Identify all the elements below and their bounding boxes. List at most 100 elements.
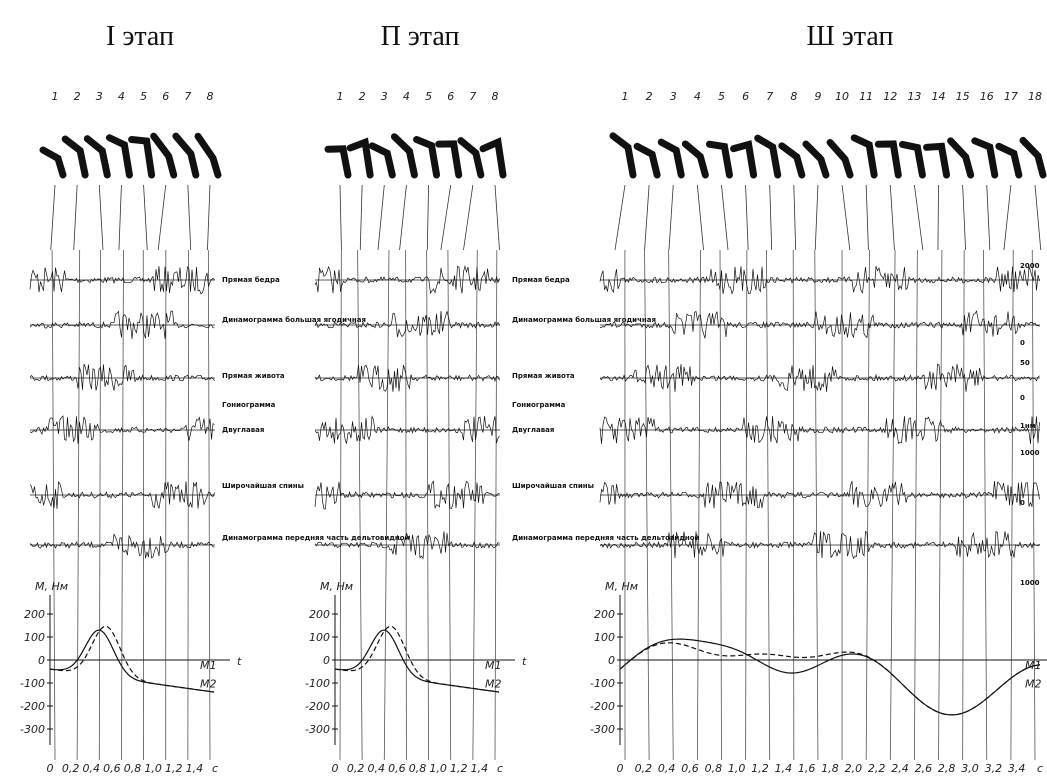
x-tick-label: 0 (617, 762, 624, 775)
silhouette (61, 135, 89, 179)
trace-label: Прямая бедра (512, 276, 570, 284)
time-line (339, 249, 342, 761)
x-tick-label: 0,4 (368, 762, 386, 775)
silhouette (83, 135, 111, 179)
time-line (914, 249, 918, 761)
phase-number: 16 (980, 90, 994, 103)
time-line (98, 249, 102, 761)
curve-label: M1 (485, 659, 502, 672)
y-tick-label: -300 (20, 723, 45, 736)
trace-label: Динамограмма передняя часть дельтовидной (222, 534, 410, 542)
trace-label: Широчайшая спины (222, 482, 304, 490)
x-tick-label: 1,0 (144, 762, 162, 775)
x-tick-label: 3,2 (985, 762, 1003, 775)
time-line (447, 249, 452, 761)
phase-number: 6 (742, 90, 749, 103)
emg-trace (599, 415, 1040, 445)
time-line (494, 249, 498, 761)
silhouette (390, 133, 418, 179)
phase-line (937, 184, 939, 251)
time-line (766, 249, 771, 761)
silhouette (754, 134, 782, 179)
phase-number: 8 (492, 90, 499, 103)
x-tick-label: 3,4 (1008, 762, 1026, 775)
silhouette (705, 140, 733, 179)
x-tick-label: c (1037, 762, 1043, 775)
x-tick-label: 3,0 (961, 762, 979, 775)
emg-trace (599, 310, 1040, 339)
phase-number: 14 (932, 90, 946, 103)
phase-number: 4 (403, 90, 410, 103)
phase-line (914, 184, 924, 251)
silhouette (947, 137, 975, 179)
emg-trace (29, 363, 215, 391)
phase-line (187, 184, 192, 251)
trace-label: Прямая живота (222, 372, 285, 380)
moment-curve (619, 638, 1041, 716)
curve-label: M2 (1025, 678, 1042, 691)
scale-label: 0 (1020, 394, 1025, 402)
phase-line (668, 184, 674, 251)
phase-line (399, 184, 407, 251)
x-tick-label: 1,4 (775, 762, 793, 775)
time-line (383, 249, 390, 761)
phase-number: 5 (718, 90, 725, 103)
stage-title: Ш этап (807, 21, 894, 52)
emg-trace (29, 265, 215, 295)
x-tick-label: 1,2 (450, 762, 468, 775)
phase-number: 4 (118, 90, 125, 103)
time-line (207, 249, 211, 761)
x-tick-label: 1,6 (798, 762, 816, 775)
emg-trace (314, 531, 500, 560)
silhouette (995, 142, 1023, 179)
y-tick-label: 100 (594, 631, 615, 644)
trace-label: Широчайшая спины (512, 482, 594, 490)
x-tick-label: c (497, 762, 503, 775)
curve-label: M1 (200, 659, 217, 672)
x-tick-label: 2,0 (845, 762, 863, 775)
y-tick-label: 100 (24, 631, 45, 644)
silhouette (172, 132, 200, 179)
x-tick-label: 0,2 (347, 762, 365, 775)
time-line (357, 249, 363, 761)
silhouette (105, 134, 133, 179)
phase-number: 17 (1004, 90, 1018, 103)
phase-line (50, 184, 56, 251)
y-tick-label: -300 (590, 723, 615, 736)
phase-line (1003, 184, 1012, 251)
phase-number: 12 (883, 90, 897, 103)
phase-line (962, 184, 966, 251)
silhouette (850, 134, 878, 179)
x-tick-label: 1,2 (165, 762, 183, 775)
phase-number: 15 (956, 90, 970, 103)
y-axis-label: M, Нм (35, 580, 68, 593)
x-tick-label: 1,4 (186, 762, 204, 775)
phase-number: 8 (207, 90, 214, 103)
scale-label: 2000 (1020, 262, 1040, 270)
scale-label: 0 (1020, 339, 1025, 347)
silhouette (479, 137, 507, 179)
phase-number: 4 (694, 90, 701, 103)
y-tick-label: 200 (309, 608, 330, 621)
phase-number: 1 (52, 90, 59, 103)
phase-line (98, 184, 104, 251)
x-tick-label: 0,4 (658, 762, 676, 775)
silhouette (898, 140, 926, 179)
emg-trace (29, 481, 215, 509)
y-tick-label: -200 (590, 700, 615, 713)
emg-trace (29, 415, 215, 444)
silhouette (657, 138, 685, 179)
time-line (865, 249, 870, 761)
x-tick-label: 0,8 (409, 762, 427, 775)
time-line (76, 249, 81, 761)
silhouette (150, 132, 178, 179)
phase-line (793, 184, 797, 251)
x-tick-label: 0 (332, 762, 339, 775)
time-line (426, 249, 429, 761)
time-line (121, 249, 124, 761)
emg-trace (599, 363, 1040, 392)
phase-line (118, 184, 122, 251)
phase-number: 18 (1028, 90, 1042, 103)
phase-line (696, 184, 704, 251)
